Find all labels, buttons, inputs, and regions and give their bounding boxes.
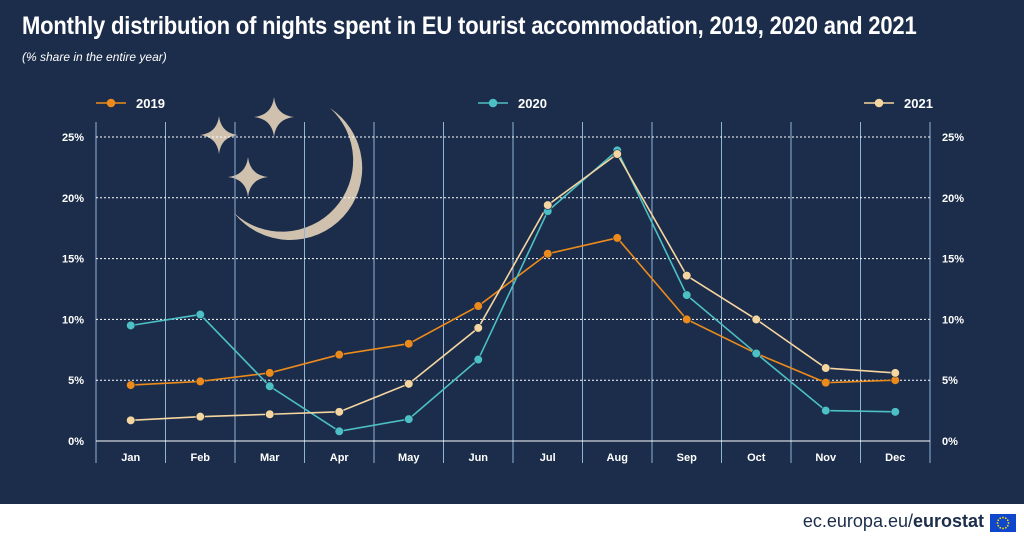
legend-item-2020: 2020 (478, 96, 547, 111)
x-tick-label: Oct (747, 452, 766, 464)
star-icon (254, 97, 294, 137)
legend-item-2021: 2021 (864, 96, 933, 111)
y-tick-label-right: 20% (942, 193, 964, 205)
axes: 0% 0% 5% 5% 10% 10% 15% 15% 20% 20% 25% 25% Jan Feb Ma… (62, 132, 964, 464)
flag-star (1006, 519, 1009, 522)
y-tick-label-right: 10% (942, 314, 964, 326)
data-point-2020 (682, 290, 692, 300)
source-credit[interactable]: ec.europa.eu/eurostat (803, 511, 984, 532)
data-point-2021 (890, 368, 900, 378)
series-line-2021 (130, 152, 896, 422)
y-tick-label-left: 20% (62, 193, 84, 205)
data-point-2020 (265, 381, 275, 391)
y-tick-label-left: 5% (68, 375, 84, 387)
data-point-2020 (473, 354, 483, 365)
legend-item-2019: 2019 (96, 96, 165, 111)
footer: ec.europa.eu/eurostat (0, 504, 1024, 538)
x-tick-label: Jul (540, 452, 556, 464)
chart-panel: Monthly distribution of nights spent in … (0, 0, 1024, 504)
flag-star (996, 522, 999, 524)
chart-subtitle: (% share in the entire year) (22, 50, 167, 64)
y-tick-label-left: 10% (62, 314, 84, 326)
y-tick-label-right: 15% (942, 254, 964, 266)
flag-star (1004, 526, 1007, 529)
data-point-2020 (751, 348, 761, 359)
data-point-2021 (751, 314, 761, 325)
flag-star (1004, 517, 1007, 520)
data-point-2021 (265, 409, 275, 419)
data-point-2019 (265, 368, 275, 378)
x-tick-label: Feb (190, 452, 210, 464)
eu-flag-icon (990, 514, 1016, 532)
data-point-2020 (404, 414, 414, 424)
x-tick-label: Mar (260, 452, 280, 464)
data-point-2019 (334, 350, 344, 360)
y-tick-label-left: 0% (68, 436, 84, 448)
x-tick-label: Sep (677, 452, 697, 464)
y-tick-label-left: 15% (62, 254, 84, 266)
data-point-2021 (682, 271, 692, 281)
legend-label: 2020 (518, 96, 547, 111)
x-tick-label: Nov (815, 452, 837, 464)
x-tick-label: Apr (330, 452, 350, 464)
data-point-2020 (195, 309, 205, 320)
y-tick-label-right: 25% (942, 132, 964, 144)
y-tick-label-right: 5% (942, 375, 958, 387)
data-point-2020 (334, 426, 344, 436)
flag-star (1002, 516, 1004, 519)
legend-label: 2021 (904, 96, 933, 111)
data-point-2019 (821, 378, 831, 388)
grid (95, 122, 931, 463)
flag-star (1006, 524, 1009, 527)
chart-title: Monthly distribution of nights spent in … (22, 12, 917, 40)
flag-star (1007, 522, 1010, 524)
source-host: ec.europa.eu/ (802, 511, 913, 531)
x-tick-label: Aug (607, 452, 628, 464)
flag-star (997, 519, 1000, 522)
data-point-2019 (404, 339, 414, 349)
legend-swatch-marker (874, 98, 884, 108)
flag-star (999, 517, 1002, 520)
data-point-2021 (195, 412, 205, 422)
data-point-2020 (890, 407, 900, 417)
x-tick-label: May (398, 452, 420, 464)
data-point-2021 (473, 323, 483, 333)
series-line-2020 (130, 149, 896, 433)
data-point-2019 (612, 233, 622, 243)
data-point-2019 (126, 380, 136, 390)
data-point-2021 (126, 415, 136, 425)
legend-swatch-marker (488, 98, 498, 108)
flag-star (1002, 527, 1004, 530)
data-point-2021 (404, 379, 414, 389)
data-point-2021 (334, 407, 344, 417)
data-point-2020 (126, 320, 136, 331)
flag-star (999, 526, 1002, 529)
x-tick-label: Jan (121, 452, 140, 464)
legend: 2019 2020 2021 (96, 96, 933, 111)
data-point-2019 (682, 314, 692, 325)
data-point-2021 (612, 149, 622, 159)
decoration (200, 97, 363, 241)
source-brand: eurostat (912, 511, 984, 531)
data-point-2019 (543, 249, 553, 259)
data-point-2020 (821, 406, 831, 416)
data-point-2021 (543, 200, 553, 210)
star-icon (200, 116, 238, 154)
flag-star (997, 524, 1000, 527)
line-chart: 0% 0% 5% 5% 10% 10% 15% 15% 20% 20% 25% 25% Jan Feb Ma… (62, 96, 964, 464)
star-icon (228, 157, 268, 197)
legend-swatch-marker (106, 98, 116, 108)
legend-label: 2019 (136, 96, 165, 111)
data-point-2019 (473, 301, 483, 311)
series (126, 145, 900, 436)
data-point-2021 (821, 363, 831, 373)
x-tick-label: Dec (885, 452, 905, 464)
x-tick-label: Jun (468, 452, 488, 464)
y-tick-label-left: 25% (62, 132, 84, 144)
data-point-2019 (195, 376, 205, 387)
y-tick-label-right: 0% (942, 436, 958, 448)
